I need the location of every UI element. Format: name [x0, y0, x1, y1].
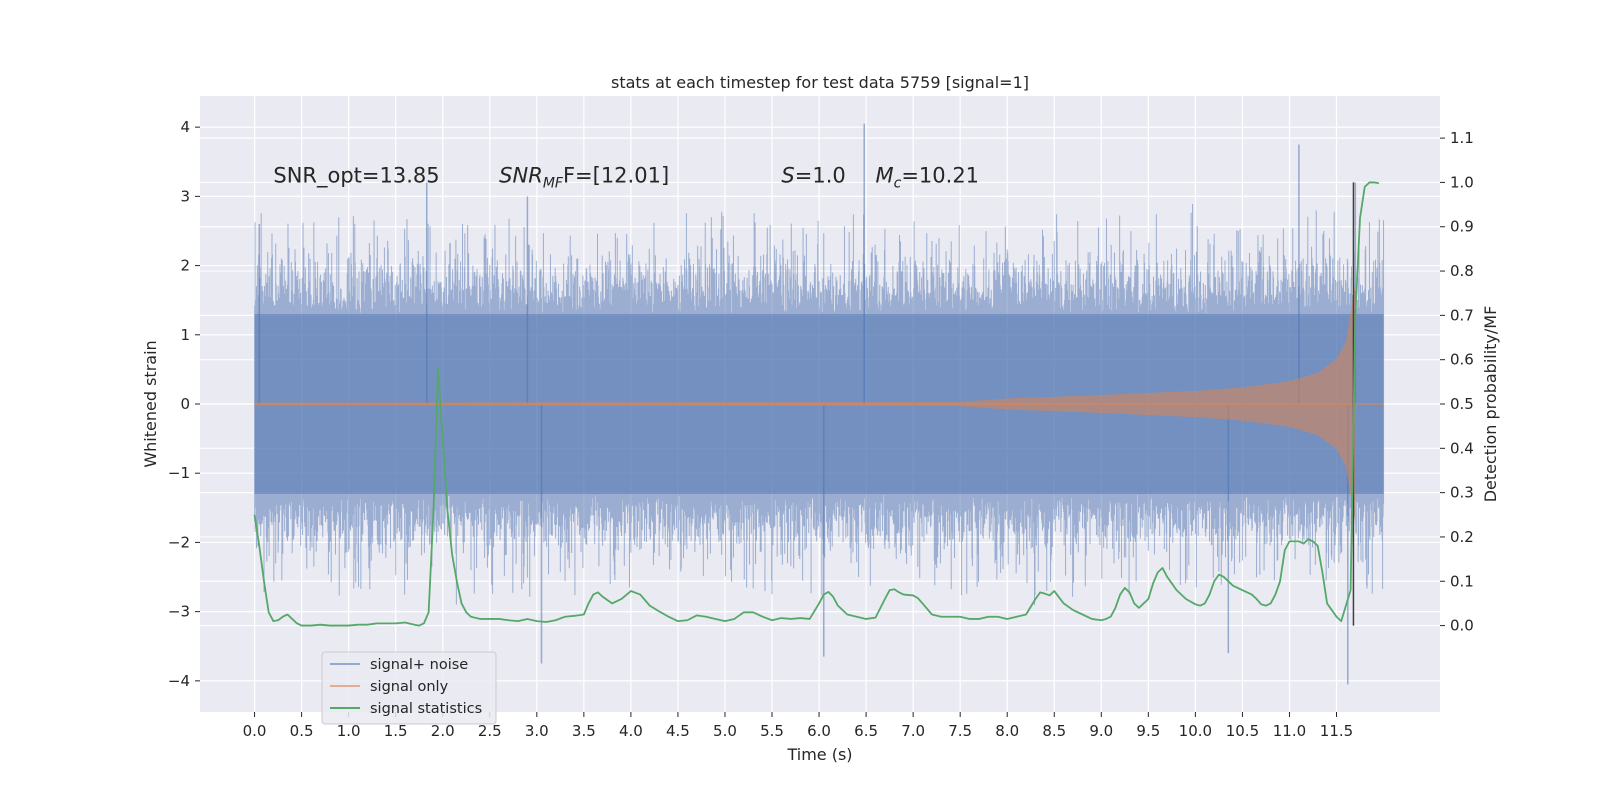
x-tick-label: 0.0	[243, 722, 267, 740]
y-axis-label: Whitened strain	[141, 340, 160, 467]
x-tick-label: 2.0	[431, 722, 455, 740]
x-tick-label: 7.0	[901, 722, 925, 740]
x-tick-label: 4.5	[666, 722, 690, 740]
x-tick-label: 9.5	[1136, 722, 1160, 740]
signal-statistics-line	[253, 181, 1380, 627]
y-tick-label: −3	[168, 603, 190, 621]
signal-statistics-series	[253, 181, 1380, 627]
right-y-axis-label: Detection probability/MF	[1481, 306, 1500, 503]
x-axis-ticks: 0.0 0.5 1.0 1.5 2.0 2.5 3.0 3.5 4.0 4.5 5.0 5.5 6.0 6…	[243, 712, 1353, 740]
y-tick-label: 0	[180, 395, 190, 413]
right-y-tick-label: 0.3	[1450, 484, 1474, 502]
legend-label-signal-noise: signal+ noise	[370, 657, 468, 673]
y-tick-label: −2	[168, 533, 190, 551]
x-tick-label: 7.5	[948, 722, 972, 740]
right-y-tick-label: 0.5	[1450, 395, 1474, 413]
right-y-tick-label: 1.1	[1450, 129, 1474, 147]
x-tick-label: 1.5	[384, 722, 408, 740]
x-tick-label: 2.5	[478, 722, 502, 740]
x-tick-label: 5.0	[713, 722, 737, 740]
y-tick-label: −4	[168, 672, 190, 690]
x-axis-label: Time (s)	[786, 745, 852, 764]
annotation-text: SNR_opt=13.85	[273, 164, 439, 189]
legend-box	[321, 651, 497, 725]
y-tick-label: 3	[180, 187, 190, 205]
annotations: SNR_opt=13.85 SNRMFF=[12.01] S=1.0 Mc=10.21	[273, 164, 979, 192]
x-tick-label: 5.5	[760, 722, 784, 740]
x-tick-label: 0.5	[290, 722, 314, 740]
x-tick-label: 3.5	[572, 722, 596, 740]
x-tick-label: 11.5	[1320, 722, 1353, 740]
y-axis-ticks: −4 −3 −2 −1 0 1 2 3 4	[168, 118, 200, 690]
legend: signal+ noise signal only signal statist…	[321, 651, 497, 725]
right-y-tick-label: 0.8	[1450, 262, 1474, 280]
y-tick-label: −1	[168, 464, 190, 482]
x-tick-label: 3.0	[525, 722, 549, 740]
annotation-text: Mc=10.21	[876, 164, 980, 192]
x-tick-label: 8.0	[995, 722, 1019, 740]
y-tick-label: 2	[180, 257, 190, 275]
annotation-text: S=1.0	[781, 164, 845, 188]
y-tick-label: 4	[180, 118, 190, 136]
x-tick-label: 11.0	[1273, 722, 1306, 740]
right-y-tick-label: 0.9	[1450, 218, 1474, 236]
right-y-tick-label: 1.0	[1450, 173, 1474, 191]
right-y-tick-label: 0.6	[1450, 351, 1474, 369]
x-tick-label: 9.0	[1089, 722, 1113, 740]
legend-label-signal-statistics: signal statistics	[370, 701, 482, 717]
annotation-text: SNRMFF=[12.01]	[499, 164, 669, 192]
x-tick-label: 1.0	[337, 722, 361, 740]
legend-label-signal-only: signal only	[370, 679, 449, 695]
x-tick-label: 10.0	[1179, 722, 1212, 740]
right-y-tick-label: 0.2	[1450, 528, 1474, 546]
x-tick-label: 10.5	[1226, 722, 1259, 740]
x-tick-label: 4.0	[619, 722, 643, 740]
right-y-tick-label: 0.1	[1450, 572, 1474, 590]
x-tick-label: 6.0	[807, 722, 831, 740]
x-tick-label: 8.5	[1042, 722, 1066, 740]
right-y-axis-ticks: 0.0 0.1 0.2 0.3 0.4 0.5 0.6 0.7 0.8 0.9 1.0 1.1	[1440, 129, 1474, 635]
x-tick-label: 6.5	[854, 722, 878, 740]
y-tick-label: 1	[180, 326, 190, 344]
right-y-tick-label: 0.4	[1450, 439, 1474, 457]
right-y-tick-label: 0.0	[1450, 617, 1474, 635]
chart-title: stats at each timestep for test data 575…	[611, 73, 1029, 92]
right-y-tick-label: 0.7	[1450, 306, 1474, 324]
